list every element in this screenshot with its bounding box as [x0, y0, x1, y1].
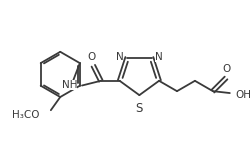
Text: O: O — [87, 52, 95, 62]
Text: N: N — [115, 52, 123, 62]
Text: H₃CO: H₃CO — [12, 110, 40, 120]
Text: N: N — [155, 52, 162, 62]
Text: NH: NH — [62, 80, 77, 90]
Text: OH: OH — [234, 90, 250, 100]
Text: S: S — [135, 102, 142, 115]
Text: O: O — [222, 64, 230, 74]
